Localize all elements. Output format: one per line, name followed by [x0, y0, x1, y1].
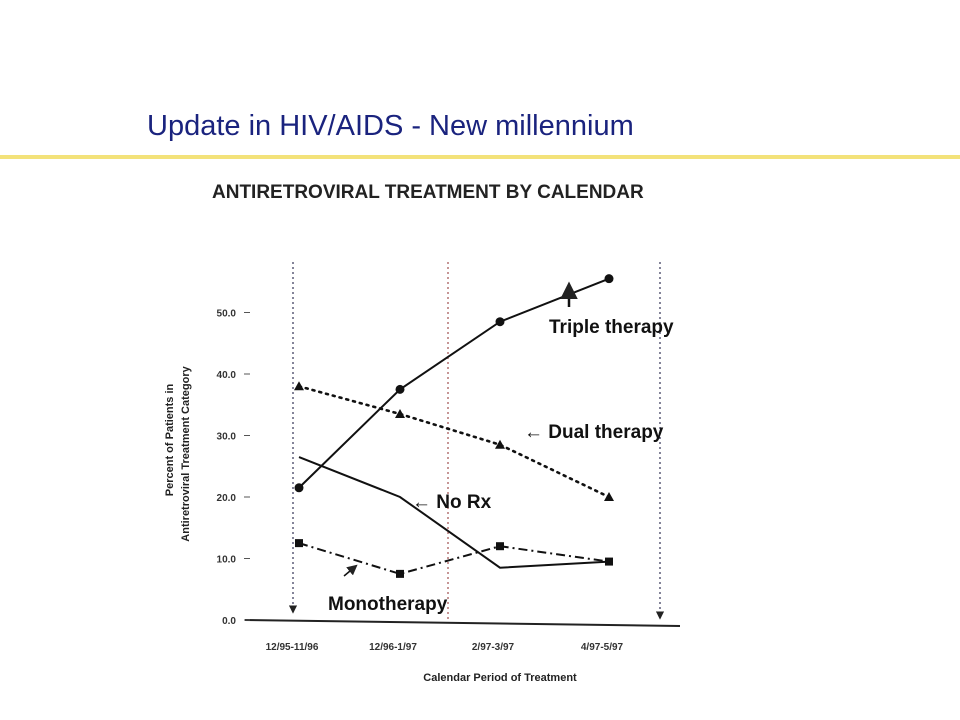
series-label-no-rx: ← No Rx: [412, 492, 492, 513]
data-point: [396, 569, 404, 578]
y-tick-label: 40.0: [217, 370, 237, 381]
series-line-dual-therapy: [297, 384, 611, 499]
y-tick-label: 10.0: [217, 555, 237, 566]
y-tick-label: 30.0: [217, 432, 237, 443]
data-point: [604, 492, 614, 501]
monotherapy-pointer: [343, 564, 358, 577]
y-tick-label: 50.0: [217, 309, 237, 320]
x-tick-label: 12/96-1/97: [369, 642, 417, 653]
data-point: [496, 542, 504, 551]
data-point: [395, 408, 405, 418]
title-divider: [0, 155, 960, 159]
data-point: [294, 483, 304, 493]
data-point: [395, 384, 405, 394]
y-tick-label: 0.0: [222, 616, 236, 627]
series-line-triple-therapy: [298, 277, 610, 489]
series-label-monotherapy: Monotherapy: [328, 594, 448, 615]
y-axis-label-line-2: Antiretroviral Treatment Category: [180, 365, 192, 541]
x-tick-label: 2/97-3/97: [472, 642, 515, 653]
x-tick-label: 4/97-5/97: [581, 642, 624, 653]
x-axis-line: [244, 619, 681, 627]
chart-title: ANTIRETROVIRAL TREATMENT BY CALENDAR: [212, 182, 644, 203]
series-line-no-rx: [298, 456, 610, 569]
x-tick-label: 12/95-11/96: [266, 642, 319, 653]
data-point: [294, 381, 304, 391]
slide-title: Update in HIV/AIDS - New millennium: [147, 110, 634, 142]
series-label-triple-therapy: Triple therapy: [549, 317, 674, 338]
series-line-monotherapy: [298, 542, 610, 575]
data-point: [604, 274, 614, 284]
data-point: [605, 557, 613, 566]
data-point: [295, 539, 303, 548]
y-axis-label-line-1: Percent of Patients in: [164, 383, 176, 496]
data-point: [495, 317, 505, 327]
data-point: [495, 439, 505, 449]
series-label-dual-therapy: ← Dual therapy: [524, 422, 664, 443]
y-tick-label: 20.0: [217, 493, 237, 504]
x-axis-label: Calendar Period of Treatment: [423, 672, 577, 684]
